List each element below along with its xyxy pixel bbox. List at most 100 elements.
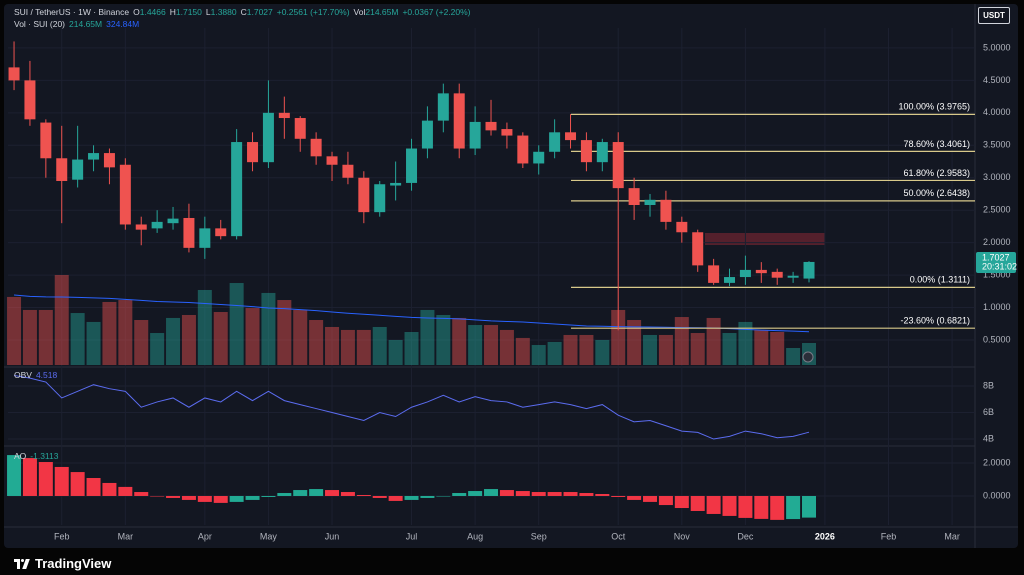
ao-bar	[150, 495, 165, 497]
ao-bar	[181, 495, 196, 500]
ohlc-value: 1.7027	[246, 7, 273, 17]
y-tick-label: 1.5000	[983, 269, 1011, 279]
ohlc: L1.3880	[206, 7, 237, 17]
candle-body	[167, 218, 179, 224]
volume-bar	[261, 292, 276, 365]
candle-body	[374, 184, 386, 213]
obv-last: 4.518	[35, 370, 58, 380]
ohlc-value: 1.3880	[210, 7, 237, 17]
symbol: SUI / TetherUS · 1W · Binance	[14, 7, 130, 17]
volume-bar	[786, 347, 801, 365]
ao-bar	[404, 495, 419, 500]
ao-bar	[468, 491, 483, 496]
last-price-badge	[976, 251, 1016, 273]
x-tick-label: Mar	[118, 531, 134, 541]
y-tick-label: 4B	[983, 433, 994, 443]
volume-bar	[102, 301, 117, 365]
fib-label: 61.80% (2.9583)	[903, 168, 970, 178]
candle-body	[310, 138, 322, 157]
volume-bar	[643, 334, 658, 365]
obv-line	[13, 374, 810, 440]
candle-body	[56, 158, 68, 181]
candle-body	[199, 228, 211, 248]
ao-bar	[547, 492, 562, 496]
ao-bar	[261, 495, 276, 497]
candle-body	[724, 277, 736, 283]
ao-bar	[643, 495, 658, 502]
candle-body	[24, 80, 36, 120]
volume-field: Vol214.65M	[354, 7, 399, 17]
volume-bar	[468, 325, 483, 365]
candle-body	[183, 217, 195, 248]
obv-legend: OBV 4.518	[14, 370, 57, 380]
y-tick-label: 3.5000	[983, 140, 1011, 150]
ao-bar	[86, 478, 101, 496]
candle-body	[771, 271, 783, 278]
ao-bar	[229, 495, 244, 502]
ao-bar	[627, 495, 642, 500]
volume-bar	[229, 283, 244, 365]
y-tick-label: 3.0000	[983, 172, 1011, 182]
ao-last: -1.3113	[30, 451, 59, 461]
ohlc-key: L	[205, 7, 211, 17]
ao-bar	[611, 495, 626, 497]
volume-bar	[595, 339, 610, 365]
ao-bar	[706, 495, 721, 514]
volume-bar	[420, 309, 435, 365]
candle-body	[294, 118, 306, 139]
plot-layer: Feb Mar Apr May Jun Jul Aug Sep Oct Nov Dec 2026 Feb…	[7, 28, 1017, 541]
candle-body	[803, 261, 815, 279]
volume-bar	[499, 329, 514, 365]
candle-body	[787, 275, 799, 278]
volume-ma-last: 324.84M	[106, 19, 140, 29]
y-tick-label: 0.5000	[983, 334, 1011, 344]
volume-bar	[706, 317, 721, 365]
candle-body	[533, 151, 545, 164]
y-tick-label: 2.0000	[983, 457, 1011, 467]
candle-body	[739, 269, 751, 278]
fib-label: 78.60% (3.4061)	[903, 139, 970, 149]
volume-bar	[356, 329, 371, 365]
ao-bar	[658, 495, 673, 506]
volume-change: +0.0367 (+2.20%)	[402, 7, 471, 17]
ao-bar	[309, 489, 324, 496]
ao-bar	[674, 495, 689, 509]
ao-bar	[722, 495, 737, 516]
x-tick-label: Nov	[674, 531, 691, 541]
obv-name: OBV	[14, 370, 32, 380]
currency-button[interactable]: USDT	[978, 7, 1010, 24]
candle-body	[151, 221, 163, 229]
ao-bar	[245, 495, 260, 500]
candle-body	[8, 67, 20, 81]
x-tick-label: Sep	[531, 531, 547, 541]
fib-label: 100.00% (3.9765)	[898, 102, 970, 112]
candle-body	[262, 112, 274, 163]
volume-bar	[404, 331, 419, 365]
volume-bar	[611, 309, 626, 365]
x-tick-label: Apr	[198, 531, 212, 541]
candle-body	[517, 135, 529, 164]
candle-body	[437, 93, 449, 121]
candle-body	[453, 93, 465, 149]
volume-value: 214.65M	[365, 7, 399, 17]
candle-body	[469, 121, 481, 149]
candle-body	[358, 177, 370, 213]
volume-bar	[340, 329, 355, 365]
y-tick-label: 0.0000	[983, 490, 1011, 500]
candle-body	[390, 182, 402, 186]
x-tick-label: Oct	[611, 531, 626, 541]
volume-bar	[277, 300, 292, 365]
volume-bar	[70, 313, 85, 365]
event-icon	[802, 351, 814, 363]
volume-bar	[452, 317, 467, 365]
bar-countdown: 20:31:02	[982, 261, 1017, 271]
candle-body	[596, 142, 608, 163]
volume-bar	[22, 309, 37, 365]
volume-key: Vol	[353, 7, 366, 17]
candle-body	[692, 232, 704, 266]
candle-body	[708, 265, 720, 283]
chart-panel	[4, 4, 1018, 548]
ao-bar	[738, 495, 753, 518]
candle-body	[326, 156, 338, 165]
